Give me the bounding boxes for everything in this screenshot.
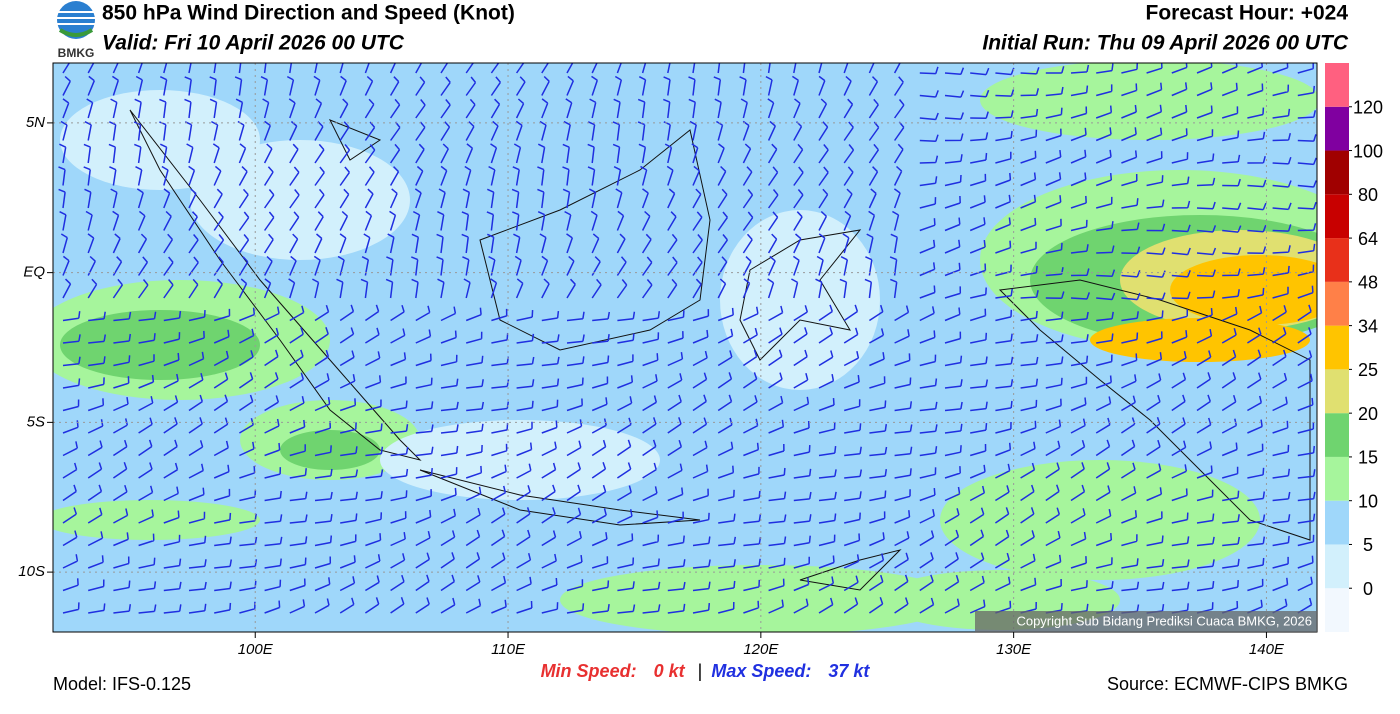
colorbar-label: 64 — [1358, 229, 1378, 249]
colorbar-segment — [1325, 325, 1349, 370]
max-speed-value: 37 kt — [828, 661, 870, 681]
min-speed-label: Min Speed: — [541, 661, 637, 681]
title: 850 hPa Wind Direction and Speed (Knot) — [102, 2, 515, 25]
colorbar-segment — [1325, 500, 1349, 545]
colorbar-segment — [1325, 281, 1349, 326]
colorbar-label: 48 — [1358, 273, 1378, 293]
map-frame — [52, 62, 1318, 633]
colorbar-segment — [1325, 150, 1349, 195]
separator: | — [698, 661, 703, 681]
colorbar-label: 0 — [1363, 579, 1373, 599]
copyright-box — [975, 611, 1317, 632]
wind-barbs — [58, 63, 1317, 614]
colorbar-label: 15 — [1358, 448, 1378, 468]
colorbar-segment — [1325, 369, 1349, 414]
map-field — [53, 63, 1317, 632]
speed-summary: Min Speed: 0 kt | Max Speed: 37 kt — [541, 661, 871, 681]
lon-label: 130E — [996, 641, 1032, 658]
initial-run: Initial Run: Thu 09 April 2026 00 UTC — [982, 32, 1348, 55]
graticule — [53, 63, 1317, 632]
copyright: Copyright Sub Bidang Prediksi Cuaca BMKG… — [1016, 613, 1312, 628]
lon-label: 100E — [238, 641, 274, 658]
colorbar-segment — [1325, 63, 1349, 107]
lat-label: EQ — [23, 264, 45, 281]
axis-labels: 5N EQ 5S 10S 100E 110E 120E 130E 140E — [18, 114, 1285, 658]
lat-label: 5N — [26, 114, 45, 131]
model: Model: IFS-0.125 — [53, 674, 191, 694]
colorbar-segment — [1325, 106, 1349, 151]
colorbar-label: 120 — [1353, 98, 1383, 118]
min-speed-value: 0 kt — [654, 661, 686, 681]
colorbar-segment — [1325, 544, 1349, 589]
colorbar-label: 20 — [1358, 404, 1378, 424]
forecast-hour: Forecast Hour: +024 — [1146, 2, 1349, 25]
lon-label: 110E — [491, 641, 526, 658]
colorbar-label: 10 — [1358, 491, 1378, 511]
lon-label: 120E — [743, 641, 779, 658]
colorbar-segment — [1325, 588, 1349, 632]
colorbar-label: 100 — [1353, 141, 1383, 161]
colorbar-segment — [1325, 194, 1349, 239]
max-speed-label: Max Speed: — [711, 661, 811, 681]
lon-label: 140E — [1249, 641, 1285, 658]
lat-label: 10S — [18, 563, 45, 580]
lat-label: 5S — [27, 413, 45, 430]
logo: BMKG — [57, 1, 95, 60]
colorbar-segment — [1325, 413, 1349, 457]
colorbar: 0 5 10 15 20 25 34 48 64 80 100 120 — [1325, 63, 1383, 632]
colorbar-label: 25 — [1358, 360, 1378, 380]
colorbar-segment — [1325, 456, 1349, 501]
valid-time: Valid: Fri 10 April 2026 00 UTC — [102, 32, 405, 55]
logo-text: BMKG — [58, 46, 95, 60]
colorbar-label: 80 — [1358, 185, 1378, 205]
colorbar-segment — [1325, 238, 1349, 282]
colorbar-label: 5 — [1363, 535, 1373, 555]
colorbar-label: 34 — [1358, 316, 1378, 336]
source: Source: ECMWF-CIPS BMKG — [1107, 674, 1348, 694]
